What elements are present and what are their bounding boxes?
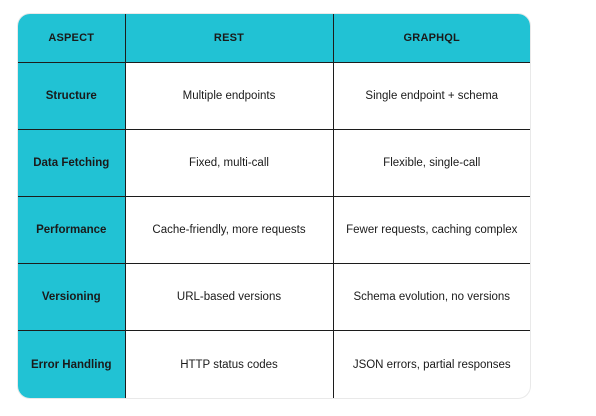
row-rest-cell: Multiple endpoints bbox=[124, 61, 334, 131]
row-graphql-cell: JSON errors, partial responses bbox=[332, 330, 530, 398]
row-aspect-cell: Error Handling bbox=[18, 330, 126, 398]
header-graphql: GRAPHQL bbox=[332, 14, 530, 63]
row-rest-cell: Cache-friendly, more requests bbox=[124, 196, 334, 265]
table-row: Structure Multiple endpoints Single endp… bbox=[18, 61, 530, 131]
table-header-row: ASPECT REST GRAPHQL bbox=[18, 14, 530, 63]
row-graphql-cell: Fewer requests, caching complex bbox=[332, 196, 530, 265]
header-aspect: ASPECT bbox=[18, 14, 126, 63]
header-rest: REST bbox=[124, 14, 334, 63]
row-rest-cell: Fixed, multi-call bbox=[124, 129, 334, 198]
table-row: Versioning URL-based versions Schema evo… bbox=[18, 263, 530, 332]
row-aspect-cell: Versioning bbox=[18, 263, 126, 332]
row-graphql-cell: Schema evolution, no versions bbox=[332, 263, 530, 332]
row-graphql-cell: Single endpoint + schema bbox=[332, 61, 530, 131]
comparison-table: ASPECT REST GRAPHQL Structure Multiple e… bbox=[18, 14, 530, 398]
comparison-table-card: ASPECT REST GRAPHQL Structure Multiple e… bbox=[18, 14, 530, 398]
table-row: Performance Cache-friendly, more request… bbox=[18, 196, 530, 265]
row-rest-cell: URL-based versions bbox=[124, 263, 334, 332]
row-aspect-cell: Data Fetching bbox=[18, 129, 126, 198]
row-rest-cell: HTTP status codes bbox=[124, 330, 334, 398]
table-row: Error Handling HTTP status codes JSON er… bbox=[18, 330, 530, 398]
row-aspect-cell: Structure bbox=[18, 61, 126, 131]
row-graphql-cell: Flexible, single-call bbox=[332, 129, 530, 198]
row-aspect-cell: Performance bbox=[18, 196, 126, 265]
table-row: Data Fetching Fixed, multi-call Flexible… bbox=[18, 129, 530, 198]
